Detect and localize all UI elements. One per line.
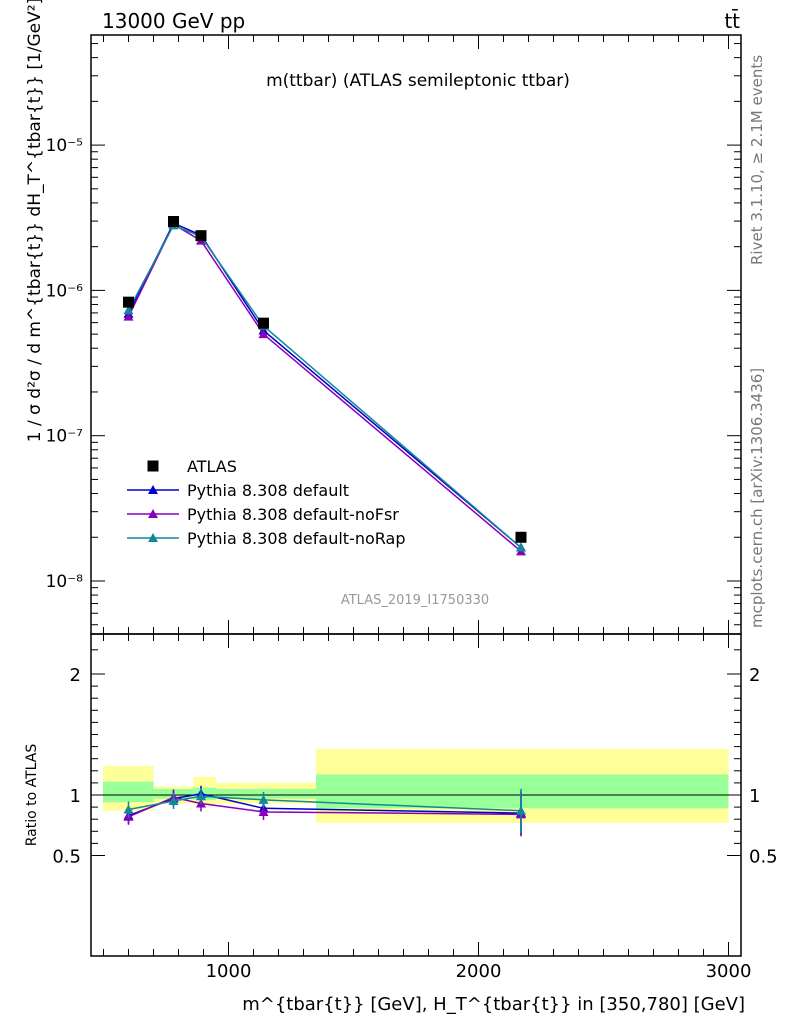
legend-marker <box>148 509 158 518</box>
series-point <box>123 311 134 321</box>
rivet-label: Rivet 3.1.10, ≥ 2.1M events <box>748 55 766 265</box>
ratio-y-tick-label: 1 <box>749 786 760 807</box>
ratio-y-tick-label: 2 <box>70 665 81 686</box>
header-left: 13000 GeV pp <box>102 9 245 33</box>
legend-marker <box>148 533 158 542</box>
legend-marker <box>147 460 159 472</box>
ratio-point <box>168 796 179 806</box>
main-title: m(ttbar) (ATLAS semileptonic ttbar) <box>266 71 570 91</box>
url-label: mcplots.cern.ch [arXiv:1306.3436] <box>748 368 766 628</box>
ratio-ticks: 0.5 0.5 1 1 2 2 1000 2000 3000 <box>52 634 778 982</box>
y-tick-label: 10⁻⁶ <box>46 281 84 301</box>
legend-label: Pythia 8.308 default-noRap <box>187 529 405 548</box>
x-axis-label: m^{tbar{t}} [GeV], H_T^{tbar{t}} in [350… <box>242 994 745 1015</box>
legend-label: Pythia 8.308 default <box>187 481 349 500</box>
ratio-ylabel: Ratio to ATLAS <box>24 744 40 847</box>
legend-label: ATLAS <box>187 457 237 476</box>
ratio-point <box>196 791 206 801</box>
ratio-y-tick-label: 1 <box>70 786 81 807</box>
header-right: tt̄ <box>724 8 740 33</box>
y-tick-label: 10⁻⁸ <box>46 572 84 592</box>
legend-marker <box>148 485 158 494</box>
ratio-point <box>123 804 134 814</box>
ratio-y-tick-label: 0.5 <box>749 847 778 868</box>
series-line <box>127 223 522 552</box>
green-band <box>216 788 316 799</box>
data-point <box>195 230 207 242</box>
main-ylabel: 1 / σ d²σ / d m^{tbar{t}} dH_T^{tbar{t}}… <box>25 0 45 442</box>
data-point <box>123 296 134 308</box>
ratio-point <box>258 806 269 816</box>
x-tick-label: 2000 <box>456 961 502 982</box>
data-point <box>168 215 179 227</box>
green-band <box>316 774 729 809</box>
y-tick-label: 10⁻⁵ <box>46 136 83 156</box>
green-band <box>103 781 154 803</box>
watermark: ATLAS_2019_I1750330 <box>341 593 489 608</box>
legend-label: Pythia 8.308 default-noFsr <box>187 505 399 524</box>
series-point <box>258 329 269 339</box>
series-point <box>516 542 526 552</box>
x-tick-label: 1000 <box>206 961 252 982</box>
ratio-point <box>258 794 269 804</box>
main-ticks: 10⁻⁸ 10⁻⁷ 10⁻⁶ 10⁻⁵ <box>46 35 741 634</box>
data-point <box>515 531 527 543</box>
ratio-point <box>516 805 526 815</box>
y-tick-label: 10⁻⁷ <box>46 427 84 447</box>
main-data <box>123 215 527 556</box>
ratio-plot: 0.5 0.5 1 1 2 2 1000 2000 3000 Ratio to ATLAS m^… <box>24 633 778 1015</box>
ratio-y-tick-label: 0.5 <box>52 847 81 868</box>
data-point <box>258 317 269 329</box>
series-point <box>123 305 134 315</box>
legend: ATLAS Pythia 8.308 default Pythia 8.308 de… <box>127 457 405 548</box>
main-plot: 10⁻⁸ 10⁻⁷ 10⁻⁶ 10⁻⁵ m(ttbar) (ATLAS semilep… <box>25 0 742 635</box>
x-tick-label: 3000 <box>706 961 752 982</box>
ratio-y-tick-label: 2 <box>749 665 760 686</box>
ratio-data <box>123 785 526 837</box>
